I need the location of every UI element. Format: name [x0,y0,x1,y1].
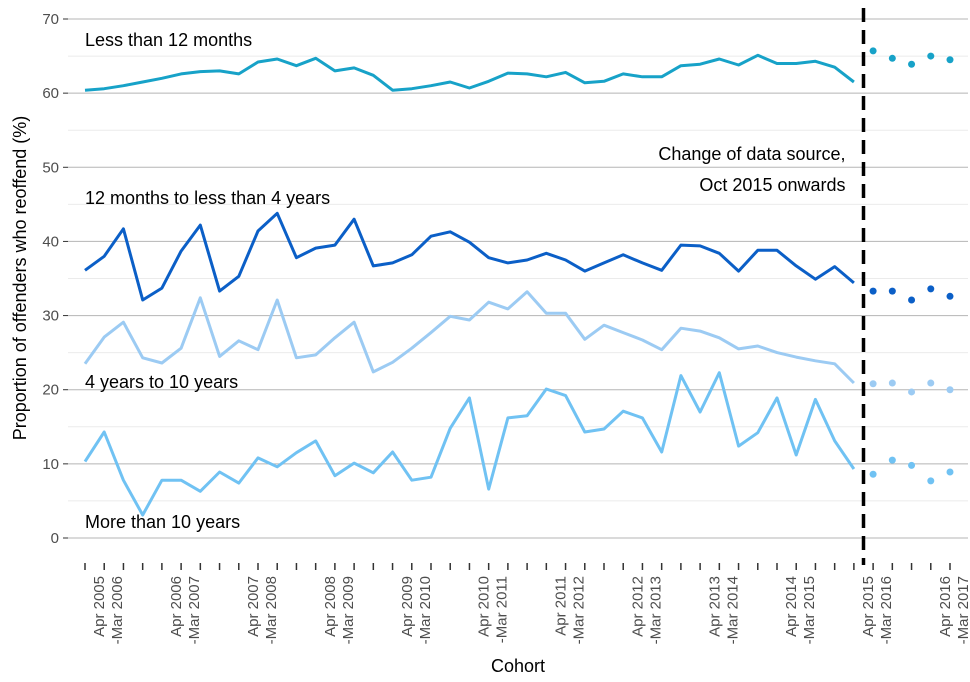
y-axis-title: Proportion of offenders who reoffend (%) [10,116,30,441]
series-label: 12 months to less than 4 years [85,188,330,208]
x-tick-label: Apr 2015-Mar 2016 [860,576,895,644]
series-point [908,461,916,469]
series-point [927,52,935,60]
series-point [927,285,935,293]
x-tick-label: Apr 2016-Mar 2017 [937,576,970,644]
series-line [84,211,855,302]
y-tick-label: 50 [42,159,59,176]
x-tick-label: Apr 2009-Mar 2010 [399,576,434,644]
series-point [946,468,954,476]
x-tick-label: Apr 2006-Mar 2007 [168,576,203,644]
y-tick-label: 30 [42,308,59,325]
y-tick-label: 70 [42,11,59,28]
series-label: Less than 12 months [85,30,252,50]
series-point [869,47,877,55]
x-tick-label: Apr 2013-Mar 2014 [706,576,741,644]
x-tick-label: Apr 2012-Mar 2013 [629,576,664,644]
y-tick-label: 0 [51,530,59,547]
y-tick-label: 60 [42,85,59,102]
series-line [83,371,856,517]
annotation: Oct 2015 onwards [699,175,845,195]
series-point [927,477,935,485]
series-point [869,287,877,295]
series-point [927,379,935,387]
series-point [908,60,916,68]
series-point [869,470,877,478]
series-point [869,380,877,388]
series-point [946,56,954,64]
series-line [84,53,855,92]
series-point [888,456,896,464]
series-point [888,379,896,387]
x-tick-label: Apr 2007-Mar 2008 [245,576,280,644]
x-tick-label: Apr 2008-Mar 2009 [322,576,357,644]
x-tick-label: Apr 2005-Mar 2006 [91,576,126,644]
x-tick-label: Apr 2014-Mar 2015 [783,576,818,644]
y-tick-label: 40 [42,233,59,250]
x-tick-label: Apr 2010-Mar 2011 [476,576,511,643]
y-tick-label: 20 [42,382,59,399]
y-tick-label: 10 [42,456,59,473]
series-point [888,287,896,295]
series-point [946,292,954,300]
series-point [946,386,954,394]
series-point [908,296,916,304]
series-point [908,388,916,396]
series-label: 4 years to 10 years [85,372,238,392]
series-line [83,290,855,385]
series-point [888,54,896,62]
series-label: More than 10 years [85,512,240,532]
annotation: Change of data source, [658,144,845,164]
x-axis-title: Cohort [491,656,545,676]
x-tick-label: Apr 2011-Mar 2012 [553,576,588,644]
